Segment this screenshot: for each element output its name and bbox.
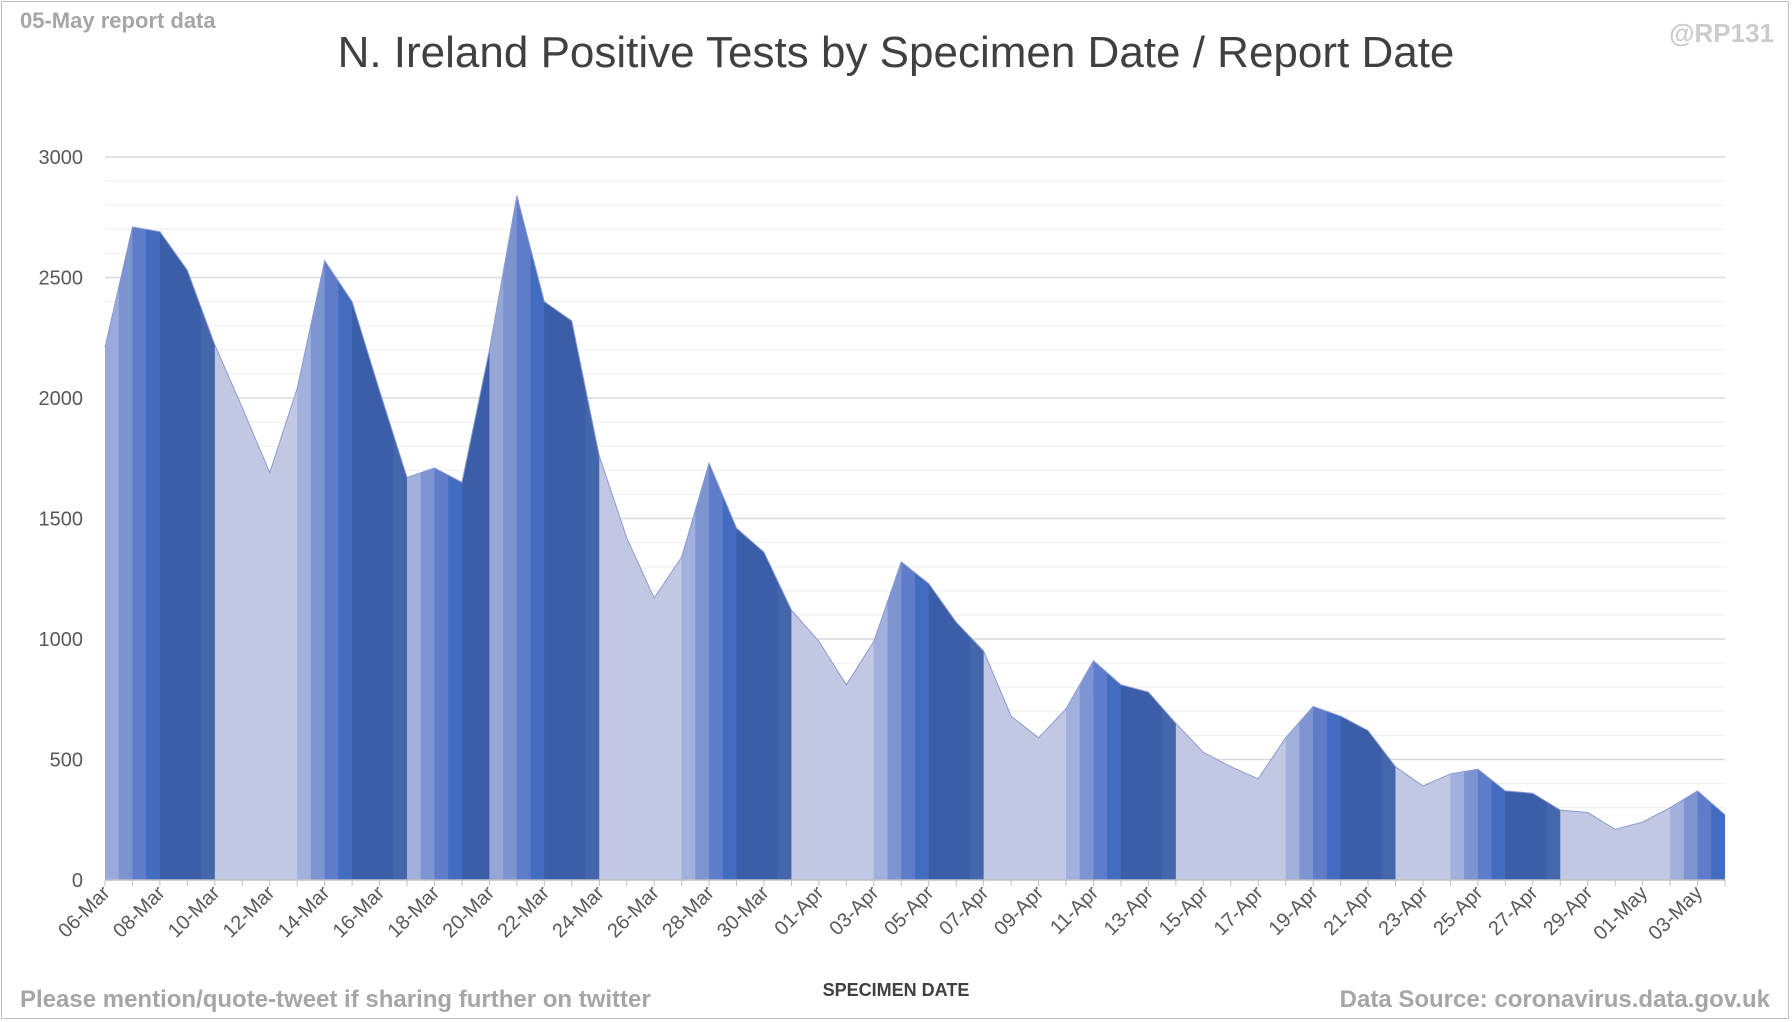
report-date-band [736, 528, 792, 880]
report-date-band [1505, 790, 1561, 880]
x-tick-label: 27-Apr [1484, 882, 1542, 940]
x-tick-label: 07-Apr [935, 882, 993, 940]
y-tick-label: 1500 [39, 509, 84, 531]
x-tick-label: 03-May [1644, 882, 1707, 945]
report-date-band [928, 583, 984, 880]
y-tick-label: 1000 [39, 629, 84, 651]
x-tick-label: 21-Apr [1320, 882, 1378, 940]
x-tick-label: 01-May [1589, 882, 1652, 945]
report-date-band [1120, 684, 1176, 880]
x-axis [104, 879, 1726, 886]
x-tick-label: 17-Apr [1210, 882, 1268, 940]
x-tick-label: 24-Mar [548, 882, 609, 943]
y-tick-label: 3000 [39, 147, 84, 169]
report-date-band [1711, 802, 1725, 880]
y-tick-label: 2000 [39, 388, 84, 410]
report-date-band [352, 301, 408, 881]
author-handle: @RP131 [1669, 18, 1774, 48]
x-tick-label: 28-Mar [658, 882, 719, 943]
x-tick-label: 08-Mar [109, 882, 170, 943]
x-tick-label: 01-Apr [770, 882, 828, 940]
report-date-band [544, 301, 600, 881]
x-tick-label: 16-Mar [329, 882, 390, 943]
x-tick-label: 10-Mar [164, 882, 225, 943]
x-tick-label: 30-Mar [713, 882, 774, 943]
x-tick-label: 03-Apr [825, 882, 883, 940]
total-outline [104, 195, 1726, 830]
x-tick-label: 11-Apr [1046, 882, 1103, 939]
report-date-band [1340, 716, 1396, 880]
area-series [104, 195, 1726, 881]
x-tick-label: 13-Apr [1100, 882, 1158, 940]
x-axis-tick-labels: 06-Mar08-Mar10-Mar12-Mar14-Mar16-Mar18-M… [54, 882, 1707, 945]
x-tick-label: 18-Mar [384, 882, 445, 943]
x-axis-label: SPECIMEN DATE [822, 980, 970, 1000]
x-tick-label: 29-Apr [1539, 882, 1597, 940]
report-date-band [159, 231, 215, 880]
share-note: Please mention/quote-tweet if sharing fu… [20, 986, 651, 1013]
report-date-note: 05-May report data [20, 8, 216, 33]
x-tick-label: 12-Mar [219, 882, 280, 943]
chart-title: N. Ireland Positive Tests by Specimen Da… [337, 28, 1455, 77]
x-tick-label: 15-Apr [1155, 882, 1213, 940]
x-tick-label: 23-Apr [1374, 882, 1432, 940]
y-axis-ticks: 0 500 1000 1500 2000 2500 3000 [39, 147, 84, 892]
x-tick-label: 25-Apr [1429, 882, 1487, 940]
y-tick-label: 0 [72, 870, 83, 892]
y-tick-label: 500 [50, 750, 83, 772]
y-tick-label: 2500 [39, 268, 84, 290]
x-tick-label: 19-Apr [1265, 882, 1323, 940]
data-source-note: Data Source: coronavirus.data.gov.uk [1339, 986, 1770, 1013]
x-tick-label: 26-Mar [603, 882, 664, 943]
x-tick-label: 14-Mar [274, 882, 335, 943]
x-tick-label: 09-Apr [990, 882, 1048, 940]
x-tick-label: 05-Apr [880, 882, 938, 940]
x-tick-label: 06-Mar [54, 882, 115, 943]
x-tick-label: 22-Mar [493, 882, 554, 943]
x-tick-label: 20-Mar [439, 882, 500, 943]
